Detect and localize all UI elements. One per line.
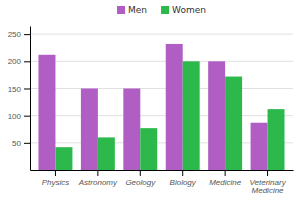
tick: Biology	[170, 170, 197, 187]
tick: Physics	[42, 170, 70, 187]
bar	[166, 44, 183, 170]
legend-item: Men	[117, 5, 147, 15]
tick-label: Physics	[42, 178, 70, 187]
grid-line	[30, 88, 293, 89]
legend-label: Women	[172, 5, 206, 15]
axis-line	[31, 170, 294, 171]
tick: Geology	[125, 170, 156, 187]
tick: VeterinaryMedicine	[249, 170, 286, 195]
tick-mark	[225, 170, 226, 176]
tick: Medicine	[209, 170, 242, 187]
chart-container: 50 100 150 200 250 Physics Astronomy Geology Bio…	[0, 0, 301, 200]
bar	[55, 147, 72, 170]
chart: 50 100 150 200 250 Physics Astronomy Geology Bio…	[0, 0, 301, 200]
tick: 100	[8, 112, 30, 121]
tick-label: 150	[8, 85, 22, 94]
tick-label: Biology	[170, 178, 197, 187]
tick-label: 50	[12, 139, 21, 148]
bar	[140, 128, 157, 170]
tick-label: Geology	[125, 178, 156, 187]
tick-label: Medicine	[209, 178, 242, 187]
tick-mark	[182, 170, 183, 176]
bar	[251, 123, 268, 170]
tick-label: 200	[8, 57, 22, 66]
tick: 250	[8, 30, 30, 39]
legend-label: Men	[128, 5, 147, 15]
bar	[81, 88, 98, 170]
bar	[268, 109, 285, 170]
bars	[38, 44, 284, 170]
axis-line	[30, 27, 31, 171]
legend: Men Women	[117, 5, 206, 15]
tick-label: VeterinaryMedicine	[249, 178, 286, 196]
tick-mark	[24, 61, 30, 62]
tick-mark	[24, 116, 30, 117]
tick: 50	[12, 139, 30, 148]
tick: Astronomy	[78, 170, 118, 187]
tick-mark	[267, 170, 268, 176]
tick-label: 100	[8, 112, 22, 121]
grid-line	[30, 115, 293, 116]
bar	[123, 88, 140, 170]
bar	[208, 61, 225, 170]
tick-mark	[24, 34, 30, 35]
plot: 50 100 150 200 250 Physics Astronomy Geology Bio…	[8, 27, 294, 196]
tick-label: 250	[8, 30, 22, 39]
grid-line	[30, 61, 293, 62]
tick-mark	[97, 170, 98, 176]
tick-mark	[55, 170, 56, 176]
tick-mark	[24, 143, 30, 144]
bar-series	[55, 61, 284, 170]
bar	[98, 137, 115, 170]
tick-mark	[24, 88, 30, 89]
grid-line	[30, 34, 293, 35]
y-axis: 50 100 150 200 250	[8, 27, 31, 171]
tick: 150	[8, 85, 30, 94]
bar	[225, 77, 242, 170]
bar-series	[38, 44, 267, 170]
legend-item: Women	[161, 5, 206, 15]
bar	[183, 61, 200, 170]
legend-swatch	[117, 6, 125, 14]
tick: 200	[8, 57, 30, 66]
tick-label: Astronomy	[78, 178, 118, 187]
x-axis: Physics Astronomy Geology Biology Medicine Ve…	[31, 170, 294, 195]
tick-mark	[140, 170, 141, 176]
bar	[38, 55, 55, 170]
legend-swatch	[161, 6, 169, 14]
